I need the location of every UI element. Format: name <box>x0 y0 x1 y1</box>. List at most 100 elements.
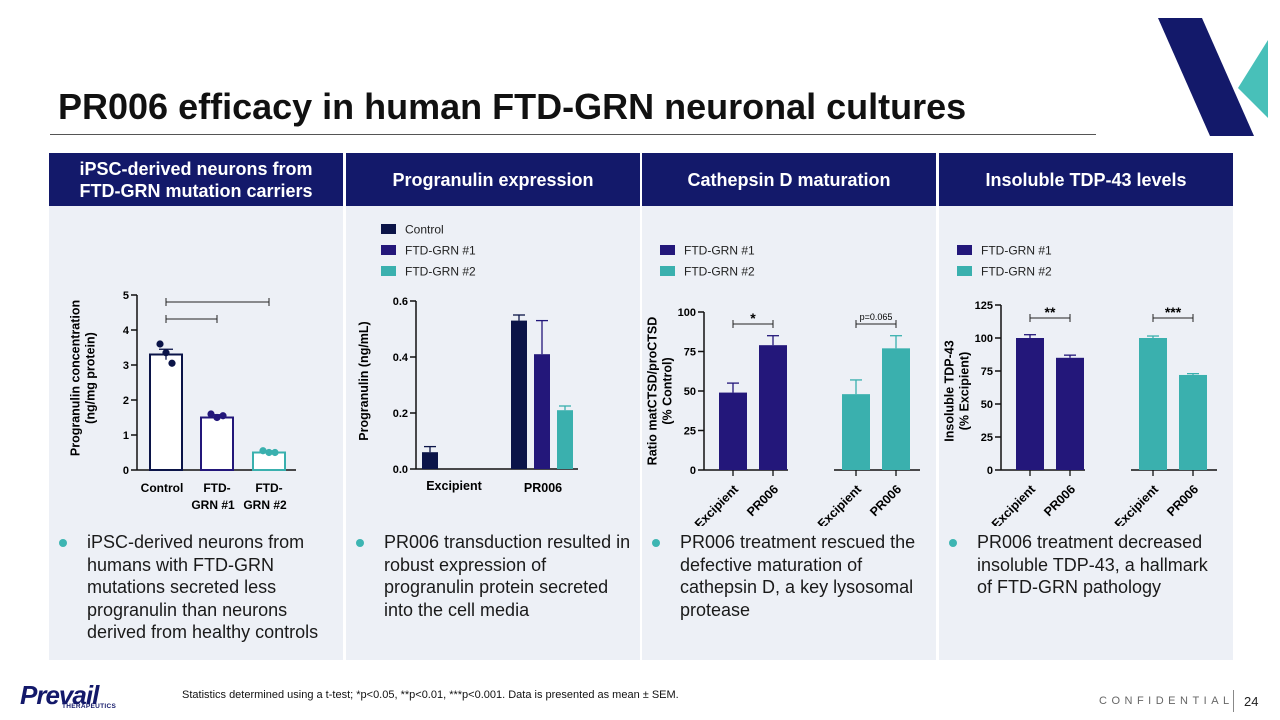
x-group-label: PR006 <box>524 481 562 495</box>
x-tick-label: FTD- <box>203 481 230 495</box>
bar <box>1179 374 1207 470</box>
y-tick-label: 50 <box>981 399 993 411</box>
y-tick-label: 4 <box>123 325 130 337</box>
legend-swatch <box>957 245 972 255</box>
panel-cathepsin-d: Cathepsin D maturation FTD-GRN #1 FTD-GRN… <box>642 153 936 660</box>
y-tick-label: 0 <box>987 465 993 477</box>
panel-header-label: Insoluble TDP-43 levels <box>985 169 1187 190</box>
statistics-footnote: Statistics determined using a t-test; *p… <box>182 689 679 701</box>
bar <box>719 392 747 470</box>
panel-ipsc-neurons: iPSC-derived neurons from FTD-GRN mutati… <box>49 153 343 660</box>
x-tick-label: Control <box>141 481 184 495</box>
bar <box>1139 338 1167 470</box>
bullet-text: PR006 treatment rescued the defective ma… <box>680 532 916 620</box>
legend-swatch <box>381 224 396 234</box>
significance-label: * <box>750 310 756 326</box>
page-number: 24 <box>1244 694 1259 709</box>
legend-label: FTD-GRN #1 <box>684 244 755 258</box>
data-point <box>271 448 279 457</box>
bar <box>511 320 527 469</box>
data-point <box>207 410 215 418</box>
y-axis-label: Insoluble TDP-43 <box>943 340 957 441</box>
panel-progranulin-expression: Progranulin expression Control FTD-GRN #1… <box>346 153 640 660</box>
bar <box>842 394 870 470</box>
bullet-text: PR006 transduction resulted in robust ex… <box>384 532 631 620</box>
significance-label: *** <box>1165 304 1182 320</box>
y-axis-label: (% Excipient) <box>958 352 972 431</box>
legend-label: FTD-GRN #1 <box>981 244 1052 258</box>
data-point <box>156 340 164 348</box>
confidential-label: CONFIDENTIAL <box>1099 695 1234 707</box>
y-tick-label: 2 <box>123 395 129 407</box>
bar <box>759 345 787 470</box>
y-tick-label: 0.6 <box>393 296 408 308</box>
significance-label: p=0.065 <box>860 312 893 322</box>
y-axis-label: Progranulin (ng/mL) <box>357 321 371 440</box>
data-point <box>168 359 176 367</box>
bar <box>534 354 550 469</box>
y-tick-label: 0.4 <box>393 352 409 364</box>
bullet-text: PR006 treatment decreased insoluble TDP-… <box>977 532 1208 597</box>
panel-header-label: iPSC-derived neurons from FTD-GRN mutati… <box>79 158 313 201</box>
x-tick-label: PR006 <box>1164 482 1201 519</box>
panel-header: Cathepsin D maturation <box>642 153 936 206</box>
data-point <box>265 448 273 457</box>
x-tick-label: Excipient <box>815 482 865 526</box>
panel-header-label: Progranulin expression <box>392 169 594 190</box>
y-tick-label: 50 <box>684 386 696 398</box>
y-tick-label: 5 <box>123 290 129 302</box>
y-tick-label: 0 <box>123 465 129 477</box>
bar <box>1016 338 1044 470</box>
x-tick-label: FTD- <box>255 481 282 495</box>
y-axis-label: Ratio matCTSD/proCTSD <box>646 317 660 466</box>
bullet-text: iPSC-derived neurons from humans with FT… <box>87 532 319 642</box>
page-title: PR006 efficacy in human FTD-GRN neuronal… <box>58 86 967 127</box>
legend-swatch <box>381 245 396 255</box>
x-tick-label: PR006 <box>1041 482 1078 519</box>
legend-label: FTD-GRN #2 <box>684 265 755 279</box>
y-tick-label: 100 <box>975 333 993 345</box>
y-tick-label: 0.0 <box>393 464 408 476</box>
y-tick-label: 0 <box>690 465 696 477</box>
x-tick-label: Excipient <box>692 482 742 526</box>
significance-label: ** <box>1045 304 1056 320</box>
legend-label: FTD-GRN #2 <box>981 265 1052 279</box>
chart-insoluble-tdp43: FTD-GRN #1 FTD-GRN #2 0 25 50 75 100 125 Insolub… <box>943 244 1217 526</box>
data-point <box>219 412 227 420</box>
panel-tdp43: Insoluble TDP-43 levels FTD-GRN #1 FTD-GR… <box>939 153 1233 660</box>
legend-label: FTD-GRN #1 <box>405 244 476 258</box>
bullet-dot <box>652 539 660 547</box>
x-tick-label: PR006 <box>744 482 781 519</box>
prevail-logo-subtitle: THERAPEUTICS <box>62 703 117 710</box>
y-tick-label: 0.2 <box>393 408 408 420</box>
data-point <box>213 413 221 422</box>
y-tick-label: 25 <box>981 432 993 444</box>
panel-header: Progranulin expression <box>346 153 640 206</box>
bar <box>1056 357 1084 470</box>
y-tick-label: 3 <box>123 360 129 372</box>
y-axis-label: (ng/mg protein) <box>84 332 98 424</box>
chart-progranulin-expression: Control FTD-GRN #1 FTD-GRN #2 0.0 0.2 0.4 0.6 P… <box>357 223 578 495</box>
bullet-dot <box>356 539 364 547</box>
panel-header-label: Cathepsin D maturation <box>687 169 891 190</box>
legend-swatch <box>381 266 396 276</box>
y-tick-label: 75 <box>684 347 696 359</box>
y-tick-label: 1 <box>123 430 129 442</box>
data-point <box>162 349 170 357</box>
footer-divider <box>1233 690 1234 712</box>
x-tick-label: Excipient <box>989 482 1039 526</box>
chart-cathepsin-d-ratio: FTD-GRN #1 FTD-GRN #2 0 25 50 75 100 Ratio matC… <box>646 244 920 526</box>
bar <box>882 348 910 470</box>
x-tick-label: GRN #1 <box>191 498 235 512</box>
y-tick-label: 25 <box>684 426 696 438</box>
chart-progranulin-concentration: 0 1 2 3 4 5 Progranulin concentration (ng/mg pr… <box>69 290 296 512</box>
x-group-label: Excipient <box>426 479 482 493</box>
bar <box>557 410 573 469</box>
legend-swatch <box>957 266 972 276</box>
legend-label: FTD-GRN #2 <box>405 265 476 279</box>
x-tick-label: Excipient <box>1112 482 1162 526</box>
y-axis-label: (% Control) <box>661 357 675 424</box>
panel-header: iPSC-derived neurons from FTD-GRN mutati… <box>49 153 343 206</box>
data-point <box>259 447 267 455</box>
bullet-dot <box>949 539 957 547</box>
